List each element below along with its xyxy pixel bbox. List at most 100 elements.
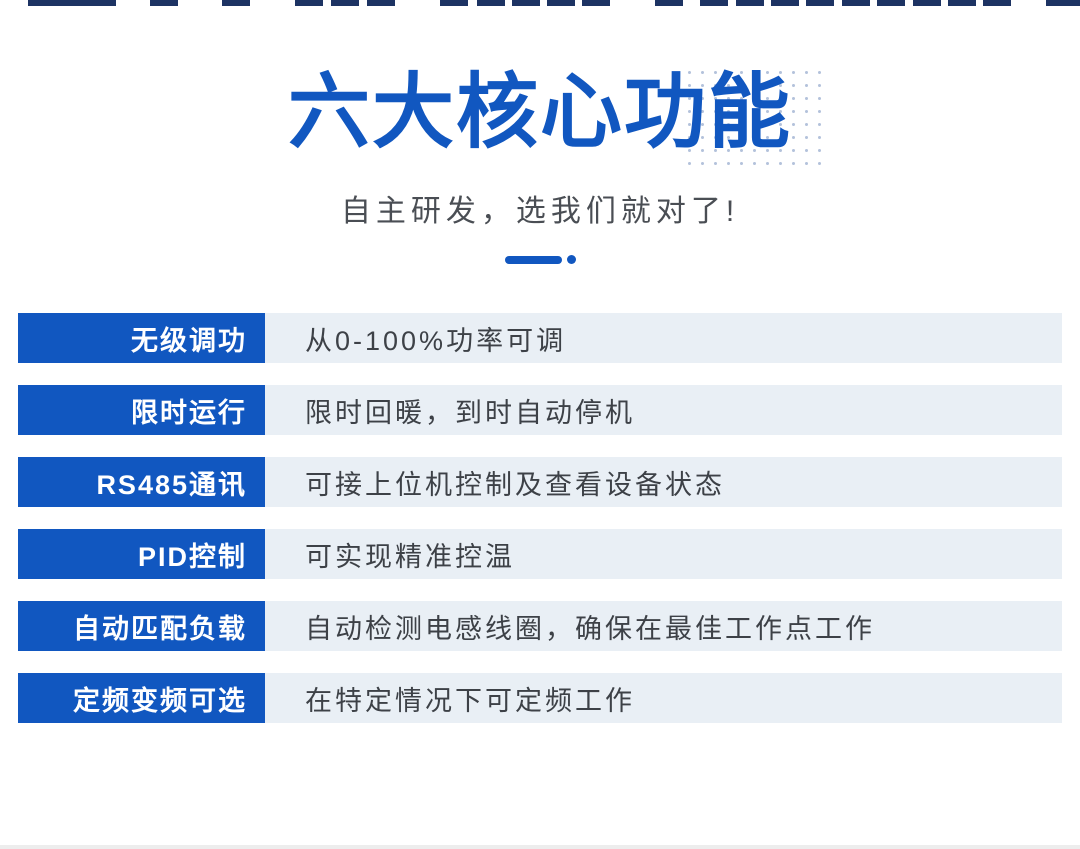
grid-dot [740,110,743,113]
grid-dot [740,123,743,126]
grid-dot [753,123,756,126]
feature-label: 定频变频可选 [18,673,265,723]
grid-dot [688,149,691,152]
top-strip-segment [1046,0,1080,6]
feature-row: 定频变频可选 在特定情况下可定频工作 [18,673,1062,723]
page-subtitle: 自主研发，选我们就对了! [340,195,740,228]
top-strip-segment [842,0,870,6]
grid-dot [714,84,717,87]
grid-dot [792,162,795,165]
title-divider [0,255,1080,264]
divider-line [504,255,562,264]
grid-dot [701,162,704,165]
top-strip-segment [440,0,468,6]
grid-dot [753,97,756,100]
top-strip-segment [877,0,905,6]
grid-dot [701,71,704,74]
grid-dot [701,84,704,87]
feature-desc: 从0-100%功率可调 [305,325,567,356]
grid-dot [688,97,691,100]
feature-row: RS485通讯 可接上位机控制及查看设备状态 [18,457,1062,507]
grid-dot [714,149,717,152]
grid-dot [740,149,743,152]
grid-dot [779,136,782,139]
grid-dot [727,71,730,74]
grid-dot [805,84,808,87]
top-strip-segment [222,0,250,6]
grid-dot [753,110,756,113]
grid-dot [766,162,769,165]
grid-dot [753,162,756,165]
grid-dot [818,97,821,100]
top-strip-segment [700,0,728,6]
feature-row: 限时运行 限时回暖，到时自动停机 [18,385,1062,435]
top-strip-segment [512,0,540,6]
top-strip-segment [913,0,941,6]
grid-dot [779,162,782,165]
grid-dot [688,84,691,87]
grid-dot [792,136,795,139]
grid-dot [727,136,730,139]
top-strip-decoration [0,0,1080,6]
feature-label: 自动匹配负载 [18,601,265,651]
grid-dot [805,136,808,139]
top-strip-segment [331,0,359,6]
top-strip-segment [771,0,799,6]
grid-dot [766,97,769,100]
grid-dot [766,136,769,139]
feature-list: 无级调功 从0-100%功率可调 限时运行 限时回暖，到时自动停机 RS485通… [18,313,1062,745]
grid-dot [805,97,808,100]
grid-dot [805,71,808,74]
grid-dot [701,123,704,126]
grid-dot [753,136,756,139]
grid-dot [792,97,795,100]
grid-dot [818,71,821,74]
grid-dot [766,110,769,113]
grid-dot [688,71,691,74]
feature-label: RS485通讯 [18,457,265,507]
grid-dot [818,84,821,87]
feature-row: 自动匹配负载 自动检测电感线圈，确保在最佳工作点工作 [18,601,1062,651]
grid-dot [740,162,743,165]
feature-label: 无级调功 [18,313,265,363]
grid-dot [701,97,704,100]
feature-row: PID控制 可实现精准控温 [18,529,1062,579]
grid-dot [740,136,743,139]
grid-dot [727,97,730,100]
grid-dot [740,97,743,100]
grid-dot [688,162,691,165]
grid-dot [818,136,821,139]
grid-dot [792,110,795,113]
grid-dot [766,149,769,152]
grid-dot [779,110,782,113]
grid-dot [818,110,821,113]
top-strip-segment [806,0,834,6]
grid-dot [766,84,769,87]
grid-dot [766,71,769,74]
feature-desc: 限时回暖，到时自动停机 [305,397,635,428]
top-strip-segment [547,0,575,6]
grid-dot [688,123,691,126]
feature-desc: 可实现精准控温 [305,541,515,572]
grid-dot [805,123,808,126]
top-strip-segment [150,0,178,6]
grid-dot [805,149,808,152]
grid-dot [779,84,782,87]
top-strip-segment [28,0,116,6]
page-title: 六大核心功能 [287,67,792,158]
grid-dot [740,71,743,74]
grid-dot [727,149,730,152]
grid-dot [727,84,730,87]
grid-dot [714,71,717,74]
bottom-strip-decoration [0,845,1080,849]
top-strip-segment [295,0,323,6]
top-strip-segment [655,0,683,6]
grid-dot [818,162,821,165]
grid-dot [727,110,730,113]
grid-dot [818,149,821,152]
top-strip-segment [582,0,610,6]
feature-desc: 自动检测电感线圈，确保在最佳工作点工作 [305,613,875,644]
grid-dot [714,123,717,126]
dot-grid-decoration [688,71,831,175]
